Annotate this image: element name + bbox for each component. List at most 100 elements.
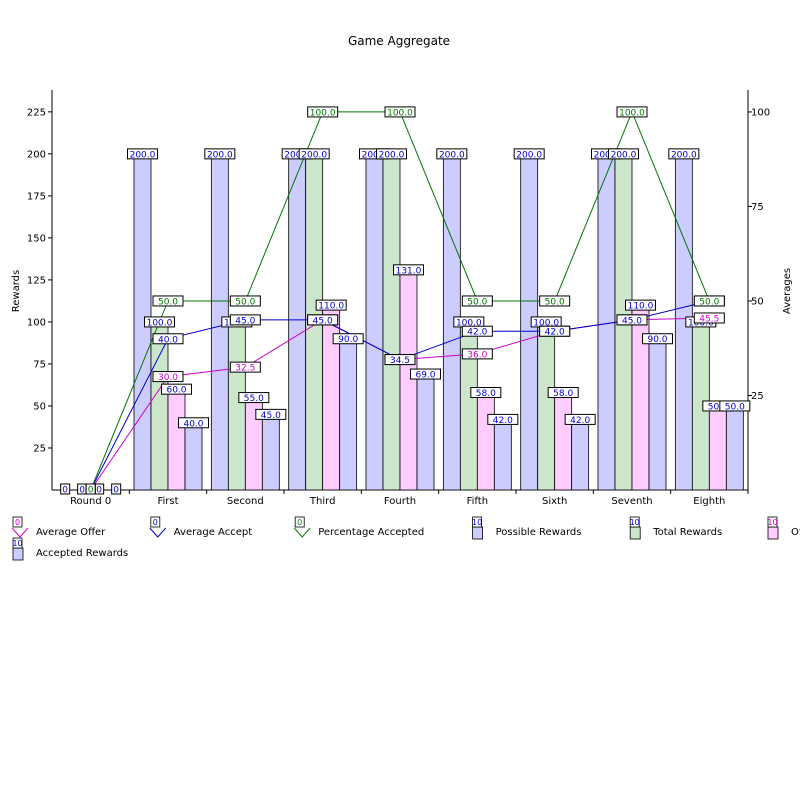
bar-label-3-box bbox=[564, 413, 596, 425]
y-tick-label: 200 bbox=[27, 149, 46, 160]
legend-badge: 0 bbox=[297, 518, 302, 527]
bar-3 bbox=[416, 373, 435, 491]
bar-label-0-box bbox=[204, 148, 236, 160]
bar-label-0: 200.0 bbox=[362, 150, 388, 160]
legend-item-4: 10 Total Rewards bbox=[629, 516, 722, 540]
legend-badge-box bbox=[472, 516, 483, 528]
line-label-2-box bbox=[152, 295, 184, 307]
bar-label-1: 200.0 bbox=[379, 150, 405, 160]
x-tick-label: Seventh bbox=[611, 496, 652, 507]
y-tick-label: 125 bbox=[27, 275, 46, 286]
x-tick-label: Sixth bbox=[542, 496, 567, 507]
line-label-2: 100.0 bbox=[619, 108, 645, 118]
y2-tick-label: 50 bbox=[751, 296, 764, 307]
line-label-2-box bbox=[85, 483, 96, 495]
legend-bar-swatch bbox=[472, 526, 484, 540]
bar-0 bbox=[288, 153, 307, 491]
legend-badge-box bbox=[767, 516, 778, 528]
legend-label: Total Rewards bbox=[652, 527, 722, 538]
bar-label-1: 100.0 bbox=[456, 318, 482, 328]
bar-label-1: 100.0 bbox=[533, 318, 559, 328]
bar-label-0-box bbox=[60, 483, 71, 495]
line-label-0-box bbox=[693, 312, 725, 324]
legend-badge-box bbox=[294, 516, 305, 528]
bar-label-2: 58.0 bbox=[553, 389, 573, 399]
y-tick-label: 150 bbox=[27, 233, 46, 244]
line-label-0-box bbox=[229, 361, 261, 373]
line-label-0-box bbox=[152, 371, 184, 383]
bar-label-2-box bbox=[625, 299, 656, 311]
line-label-2: 50.0 bbox=[467, 297, 487, 307]
line-label-1: 45.0 bbox=[313, 316, 333, 326]
legend-bar-swatch bbox=[629, 526, 641, 540]
line-label-2: 100.0 bbox=[387, 108, 413, 118]
bar-label-3-box bbox=[255, 408, 287, 420]
bar-label-1-box bbox=[376, 148, 407, 160]
y2-tick-label: 100 bbox=[751, 107, 770, 118]
line-label-1: 42.0 bbox=[467, 328, 487, 338]
bar-label-3: 0 bbox=[113, 486, 119, 496]
bar-label-1: 200.0 bbox=[301, 150, 327, 160]
bar-3 bbox=[261, 413, 280, 491]
line-label-2: 50.0 bbox=[545, 297, 565, 307]
x-tick-label: Eighth bbox=[693, 496, 725, 507]
legend-line-swatch bbox=[293, 527, 311, 538]
line-label-2-box bbox=[229, 295, 261, 307]
bar-label-1-box bbox=[298, 148, 330, 160]
bar-label-3: 90.0 bbox=[338, 335, 358, 345]
bar-label-3: 90.0 bbox=[647, 335, 667, 345]
bar-0 bbox=[365, 153, 384, 491]
legend: 0 Average Offer 0 Average Accept 0 Percentage… bbox=[11, 516, 800, 561]
bar-label-2-box bbox=[470, 387, 502, 399]
legend-label: Average Offer bbox=[36, 527, 106, 538]
line-label-2-box bbox=[616, 106, 648, 118]
y-tick-label: 175 bbox=[27, 191, 46, 202]
bar-label-1-box bbox=[608, 148, 639, 160]
bar-label-2-box bbox=[393, 264, 424, 276]
line-label-2-box bbox=[693, 295, 725, 307]
legend-badge: 0 bbox=[15, 518, 20, 527]
bar-label-3: 42.0 bbox=[493, 416, 513, 426]
line-label-1-box bbox=[616, 314, 648, 326]
bar-label-1: 0 bbox=[79, 486, 85, 496]
bar-label-0: 200.0 bbox=[130, 150, 156, 160]
line-label-1-box bbox=[539, 325, 571, 337]
legend-badge: 10 bbox=[12, 539, 22, 548]
bar-label-3: 42.0 bbox=[570, 416, 590, 426]
line-label-2-box bbox=[384, 106, 416, 118]
legend-label: Possible Rewards bbox=[496, 527, 582, 538]
line-label-0: 30.0 bbox=[158, 373, 178, 383]
line-label-0: 36.0 bbox=[467, 350, 487, 360]
line-label-1-box bbox=[384, 354, 416, 366]
y-tick-label: 100 bbox=[27, 317, 46, 328]
bar-label-3: 45.0 bbox=[261, 411, 281, 421]
legend-badge-box bbox=[629, 516, 640, 528]
bar-3 bbox=[493, 419, 512, 491]
bar-label-2: 50.0 bbox=[708, 402, 728, 412]
legend-line-swatch bbox=[149, 527, 167, 538]
line-label-2-box bbox=[539, 295, 571, 307]
line-label-2: 50.0 bbox=[235, 297, 255, 307]
line-label-0: 32.5 bbox=[235, 364, 255, 374]
bar-1 bbox=[459, 321, 478, 491]
bar-3 bbox=[725, 405, 744, 491]
legend-badge-box bbox=[12, 537, 23, 549]
bar-label-0: 200.0 bbox=[594, 150, 620, 160]
line-label-2: 50.0 bbox=[158, 297, 178, 307]
bar-1 bbox=[537, 321, 556, 491]
line-label-1-box bbox=[229, 314, 261, 326]
bar-1 bbox=[150, 321, 169, 491]
line-label-2-box bbox=[307, 106, 339, 118]
y-tick-label: 225 bbox=[27, 107, 46, 118]
bar-3 bbox=[571, 419, 590, 491]
bar-label-2-box bbox=[238, 392, 270, 404]
line-label-2: 50.0 bbox=[699, 297, 719, 307]
bar-2 bbox=[167, 388, 186, 491]
bar-3 bbox=[339, 338, 358, 491]
bar-label-2: 0 bbox=[96, 486, 102, 496]
bar-2 bbox=[554, 392, 573, 491]
x-tick-label: First bbox=[157, 496, 178, 507]
bar-2 bbox=[631, 304, 650, 491]
bar-label-3-box bbox=[410, 368, 441, 380]
legend-badge: 10 bbox=[472, 518, 482, 527]
